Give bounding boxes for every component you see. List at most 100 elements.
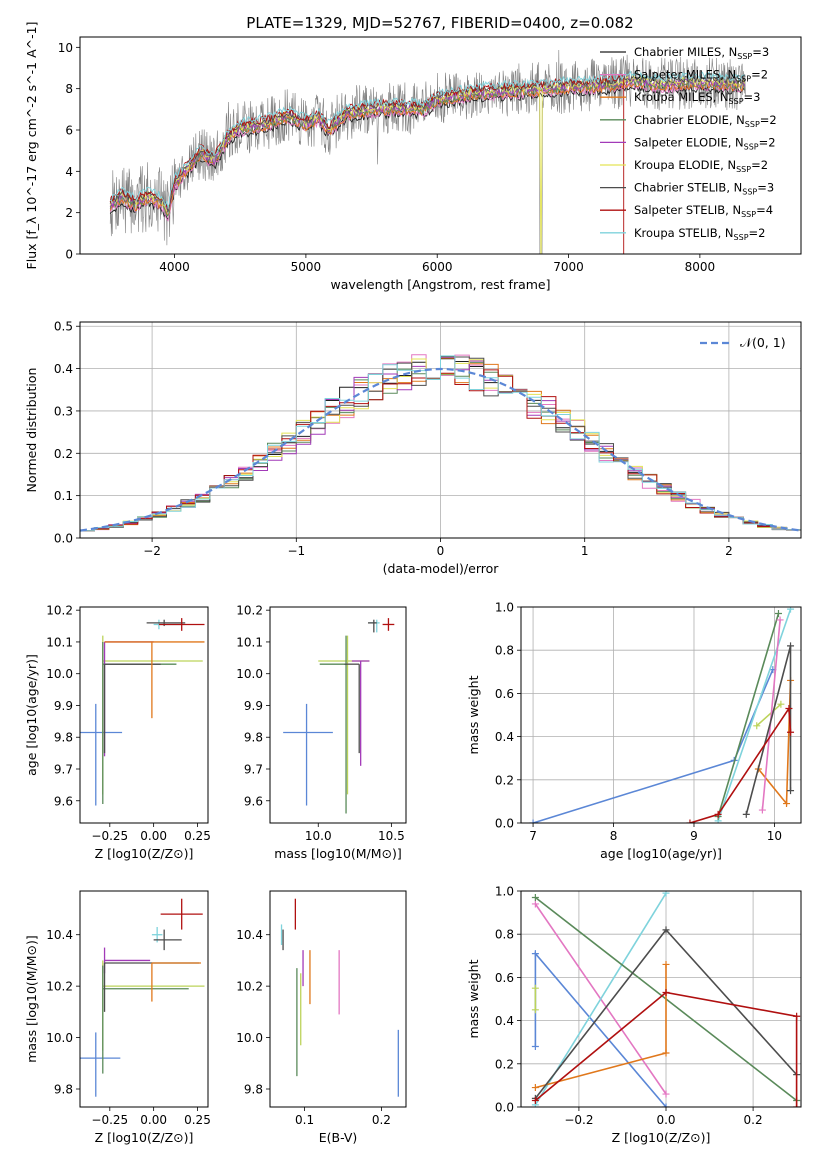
plus-marker <box>662 1049 670 1057</box>
plot-area <box>80 354 801 538</box>
panel-weight-vs-age: 7 8 9 10 0.0 0.2 0.4 0.6 0.8 1.0 age [log10(age/yr… <box>466 601 802 861</box>
plot-area <box>80 898 205 1097</box>
x-tick-label: 6000 <box>422 260 453 274</box>
y-axis-label: mass weight <box>466 959 481 1038</box>
x-tick-label: −0.25 <box>91 829 128 843</box>
plus-marker <box>531 893 539 901</box>
x-tick-label: 8 <box>610 829 618 843</box>
y-tick-label: 10.4 <box>46 928 73 942</box>
plus-marker <box>662 989 670 997</box>
plot-area <box>529 607 795 823</box>
y-tick-label: 9.8 <box>244 1083 263 1097</box>
panel-mass-vs-Z: −0.25 0.00 0.25 9.8 10.0 10.2 10.4 Z [log10(Z/Z… <box>24 890 211 1145</box>
y-tick-label: 1.0 <box>495 601 514 615</box>
model-line-kroupa-stelib <box>110 70 745 208</box>
x-tick-label: 8000 <box>685 260 716 274</box>
x-axis-label: age [log10(age/yr)] <box>600 846 722 861</box>
x-axis-label: Z [log10(Z/Z⊙)] <box>95 1130 194 1145</box>
y-tick-label: 9.8 <box>244 731 263 745</box>
plus-marker <box>662 891 670 897</box>
plus-marker <box>787 607 795 613</box>
panel-age-vs-mass: 10.0 10.5 9.6 9.7 9.8 9.9 10.0 10.1 10.2 mass [lo… <box>236 604 407 861</box>
plus-marker <box>758 806 766 814</box>
y-tick-label: 10.0 <box>236 667 263 681</box>
y-axis-label: Flux [f_λ 10^-17 erg cm^-2 s^-1 A^-1] <box>24 22 39 270</box>
plus-marker <box>785 705 793 713</box>
y-tick-label: 0.6 <box>495 687 514 701</box>
y-tick-label: 9.6 <box>244 794 263 808</box>
x-axis-label: E(B-V) <box>319 1130 358 1145</box>
x-tick-label: 0.0 <box>656 1113 675 1127</box>
weight-line <box>745 645 792 815</box>
y-tick-label: 9.9 <box>54 699 73 713</box>
y-tick-label: 2 <box>65 206 73 220</box>
x-axis-label: Z [log10(Z/Z⊙)] <box>95 846 194 861</box>
plot-area <box>531 891 801 1107</box>
y-tick-label: 0 <box>65 248 73 262</box>
x-tick-label: 0.2 <box>372 1113 391 1127</box>
y-tick-label: 0.4 <box>495 1014 514 1028</box>
x-axis-label: mass [log10(M/M⊙)] <box>274 846 402 861</box>
y-tick-label: 4 <box>65 165 73 179</box>
x-tick-label: 0.25 <box>184 829 211 843</box>
plus-marker <box>529 819 537 823</box>
y-tick-label: 10.2 <box>46 604 73 618</box>
axes-frame <box>269 890 407 1108</box>
y-tick-label: 10.0 <box>236 1031 263 1045</box>
y-tick-label: 10.2 <box>236 980 263 994</box>
x-tick-label: 4000 <box>159 260 190 274</box>
plus-marker <box>793 1103 801 1107</box>
x-tick-label: 10 <box>767 829 782 843</box>
axes-frame <box>269 606 407 824</box>
plot-area <box>283 618 395 814</box>
plus-marker <box>774 609 782 617</box>
histogram-step <box>80 355 801 538</box>
y-tick-label: 0.2 <box>54 447 73 461</box>
plus-marker <box>742 810 750 818</box>
plus-marker <box>662 1090 670 1098</box>
plus-marker <box>777 700 785 708</box>
axes-frame <box>79 890 209 1108</box>
x-tick-label: 0.00 <box>140 829 167 843</box>
plot-area <box>280 898 399 1097</box>
y-axis-label: age [log10(age/yr)] <box>24 654 39 776</box>
weight-line <box>717 613 780 817</box>
x-tick-label: −1 <box>287 544 305 558</box>
legend-label: Chabrier STELIB, NSSP=3 <box>634 181 774 197</box>
x-axis-label: Z [log10(Z/Z⊙)] <box>612 1130 711 1145</box>
axes-frame <box>79 36 802 255</box>
axes-frame <box>79 606 209 824</box>
x-tick-label: 7 <box>529 829 537 843</box>
x-tick-label: 10.5 <box>378 829 405 843</box>
plus-marker <box>531 1043 539 1051</box>
y-tick-label: 10.2 <box>46 980 73 994</box>
plus-marker <box>531 1097 539 1105</box>
model-line-salpeter-stelib <box>109 73 625 254</box>
legend-label: Salpeter MILES, NSSP=2 <box>634 68 768 84</box>
y-tick-label: 10.0 <box>46 1031 73 1045</box>
plus-marker <box>531 900 539 908</box>
x-tick-label: 0.2 <box>744 1113 763 1127</box>
figure-title: PLATE=1329, MJD=52767, FIBERID=0400, z=0… <box>246 14 633 32</box>
axes-frame <box>520 890 802 1108</box>
x-tick-label: −0.2 <box>564 1113 593 1127</box>
plus-marker <box>787 642 795 650</box>
plus-marker <box>753 722 761 730</box>
plus-marker <box>662 926 670 934</box>
y-tick-label: 0.4 <box>495 730 514 744</box>
x-tick-label: 9 <box>690 829 698 843</box>
y-tick-label: 6 <box>65 124 73 138</box>
plus-marker <box>787 728 795 736</box>
x-tick-label: −2 <box>143 544 161 558</box>
plus-marker <box>531 984 539 992</box>
weight-line <box>756 703 782 727</box>
x-tick-label: 10.0 <box>305 829 332 843</box>
plus-marker <box>662 1103 670 1107</box>
y-axis-label: mass weight <box>466 675 481 754</box>
y-tick-label: 0.5 <box>54 320 73 334</box>
y-tick-label: 0.4 <box>54 362 73 376</box>
y-tick-label: 10.1 <box>236 635 263 649</box>
plus-marker <box>531 1084 539 1092</box>
plus-marker <box>686 819 694 823</box>
x-tick-label: 7000 <box>553 260 584 274</box>
